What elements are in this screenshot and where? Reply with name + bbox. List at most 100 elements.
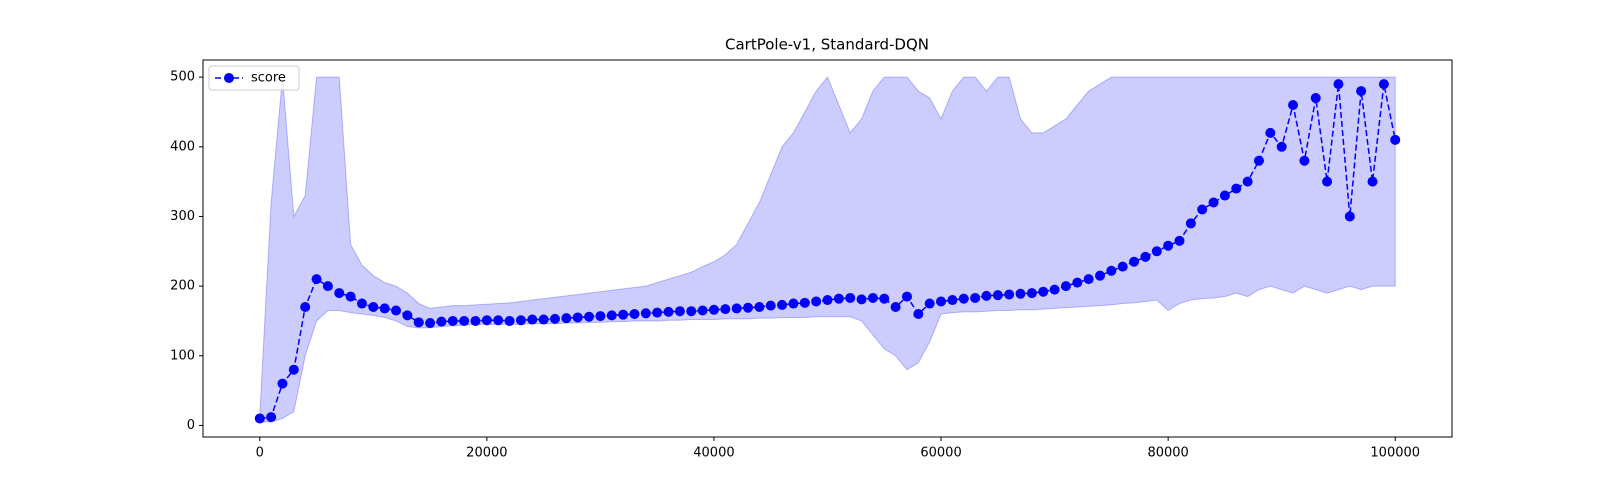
score-point xyxy=(867,292,878,303)
score-point xyxy=(277,378,288,389)
score-point xyxy=(856,294,867,305)
score-point xyxy=(436,316,447,327)
score-point xyxy=(1322,176,1333,187)
x-tick-label: 60000 xyxy=(920,446,961,461)
chart-title: CartPole-v1, Standard-DQN xyxy=(725,36,929,54)
score-point xyxy=(266,412,277,423)
score-point xyxy=(1197,204,1208,215)
x-tick-label: 100000 xyxy=(1370,446,1420,461)
score-point xyxy=(640,308,651,319)
score-point xyxy=(697,305,708,316)
score-point xyxy=(1356,86,1367,97)
score-point xyxy=(1129,256,1140,267)
score-point xyxy=(1219,190,1230,201)
score-point xyxy=(1378,79,1389,90)
score-point xyxy=(1174,235,1185,246)
score-point xyxy=(1333,79,1344,90)
score-point xyxy=(254,413,265,424)
score-point xyxy=(413,317,424,328)
score-point xyxy=(958,293,969,304)
score-point xyxy=(572,312,583,323)
score-point xyxy=(947,295,958,306)
band xyxy=(259,76,1396,423)
y-tick-label: 300 xyxy=(170,209,195,224)
score-point xyxy=(300,302,311,313)
score-point xyxy=(754,302,765,313)
legend-box xyxy=(208,65,300,91)
score-point xyxy=(833,293,844,304)
score-point xyxy=(1106,265,1117,276)
score-point xyxy=(345,291,356,302)
plot-frame xyxy=(202,59,1453,438)
score-point xyxy=(1390,134,1401,145)
score-point xyxy=(1026,288,1037,299)
score-point xyxy=(845,292,856,303)
score-point xyxy=(652,307,663,318)
score-point xyxy=(777,299,788,310)
score-point xyxy=(674,306,685,317)
score-point xyxy=(549,313,560,324)
score-point xyxy=(1265,127,1276,138)
score-point xyxy=(1310,93,1321,104)
score-point xyxy=(1231,183,1242,194)
legend-marker xyxy=(224,73,234,83)
y-tick-label: 500 xyxy=(170,70,195,85)
x-tick-label: 0 xyxy=(256,446,264,461)
x-tick-label: 20000 xyxy=(466,446,507,461)
score-point xyxy=(1140,251,1151,262)
score-point xyxy=(379,303,390,314)
score-point xyxy=(584,311,595,322)
score-point xyxy=(1015,288,1026,299)
score-point xyxy=(992,290,1003,301)
score-point xyxy=(1072,277,1083,288)
score-point xyxy=(1151,246,1162,257)
score-point xyxy=(481,315,492,326)
score-point xyxy=(731,303,742,314)
score-point xyxy=(368,302,379,313)
score-point xyxy=(890,302,901,313)
score-point xyxy=(1367,176,1378,187)
score-point xyxy=(708,304,719,315)
score-point xyxy=(686,306,697,317)
score-point xyxy=(311,274,322,285)
score-point xyxy=(459,315,470,326)
score-point xyxy=(561,313,572,324)
score-point xyxy=(504,315,515,326)
score-point xyxy=(1185,218,1196,229)
score-point xyxy=(618,309,629,320)
score-point xyxy=(391,305,402,316)
score-point xyxy=(913,308,924,319)
score-point xyxy=(1299,155,1310,166)
score-point xyxy=(515,315,526,326)
score-point xyxy=(1038,286,1049,297)
score-point xyxy=(1004,289,1015,300)
score-point xyxy=(936,296,947,307)
y-tick-label: 400 xyxy=(170,139,195,154)
score-point xyxy=(720,304,731,315)
score-point xyxy=(356,298,367,309)
score-point xyxy=(493,315,504,326)
score-point xyxy=(538,314,549,325)
score-point xyxy=(799,297,810,308)
score-point xyxy=(788,298,799,309)
score-point xyxy=(743,302,754,313)
score-point xyxy=(1253,155,1264,166)
x-tick-label: 80000 xyxy=(1147,446,1188,461)
score-point xyxy=(470,315,481,326)
score-point xyxy=(595,311,606,322)
score-point xyxy=(822,295,833,306)
score-point xyxy=(1095,270,1106,281)
x-tick-label: 40000 xyxy=(693,446,734,461)
score-point xyxy=(1344,211,1355,222)
score-point xyxy=(765,300,776,311)
y-tick-label: 200 xyxy=(170,279,195,294)
score-point xyxy=(924,298,935,309)
score-point xyxy=(288,364,299,375)
legend: score xyxy=(208,65,300,91)
score-point xyxy=(334,288,345,299)
score-point xyxy=(879,293,890,304)
score-point xyxy=(402,310,413,321)
legend-label: score xyxy=(251,71,286,86)
y-tick-label: 0 xyxy=(187,418,195,433)
